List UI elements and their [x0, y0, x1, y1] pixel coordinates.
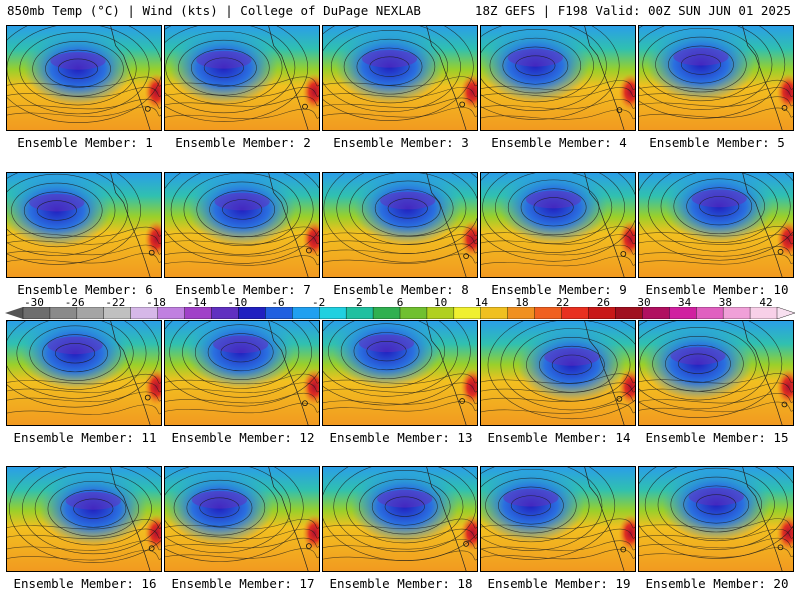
colorbar-tick: 42 [759, 296, 773, 309]
colorbar-tick: -10 [227, 296, 248, 309]
ensemble-map-panel[interactable] [6, 25, 162, 131]
ensemble-member-label: Ensemble Member: 9 [491, 282, 627, 297]
colorbar-tick: -2 [312, 296, 326, 309]
ensemble-member-label: Ensemble Member: 17 [171, 576, 315, 591]
ensemble-member-label: Ensemble Member: 8 [333, 282, 469, 297]
map-title: 850mb Temp (°C) | Wind (kts) | College o… [7, 3, 421, 18]
ensemble-map-panel[interactable] [638, 25, 794, 131]
ensemble-member-label: Ensemble Member: 7 [175, 282, 311, 297]
ensemble-map-panel[interactable] [6, 320, 162, 426]
ensemble-member-label: Ensemble Member: 14 [487, 430, 631, 445]
colorbar-tick: -14 [186, 296, 207, 309]
ensemble-member-label: Ensemble Member: 5 [649, 135, 785, 150]
colorbar-right-arrow [776, 307, 795, 319]
ensemble-member-label: Ensemble Member: 15 [645, 430, 789, 445]
colorbar-tick: 34 [678, 296, 692, 309]
ensemble-map-panel[interactable] [322, 25, 478, 131]
ensemble-map-panel[interactable] [322, 172, 478, 278]
colorbar-tick: -26 [64, 296, 85, 309]
ensemble-map-panel[interactable] [638, 320, 794, 426]
colorbar-tick: 38 [718, 296, 732, 309]
colorbar-tick: 6 [396, 296, 404, 309]
ensemble-member-label: Ensemble Member: 10 [645, 282, 789, 297]
colorbar-tick: 26 [596, 296, 610, 309]
ensemble-map-panel[interactable] [480, 172, 636, 278]
ensemble-map-panel[interactable] [164, 466, 320, 572]
colorbar-segment [399, 307, 428, 319]
colorbar-tick: -22 [105, 296, 126, 309]
ensemble-map-panel[interactable] [322, 466, 478, 572]
colorbar-tick: 14 [474, 296, 488, 309]
ensemble-member-label: Ensemble Member: 2 [175, 135, 311, 150]
ensemble-map-panel[interactable] [6, 466, 162, 572]
ensemble-map-panel[interactable] [480, 466, 636, 572]
model-run-info: 18Z GEFS | F198 Valid: 00Z SUN JUN 01 20… [474, 3, 791, 18]
ensemble-map-panel[interactable] [480, 25, 636, 131]
ensemble-map-panel[interactable] [6, 172, 162, 278]
ensemble-member-label: Ensemble Member: 13 [329, 430, 473, 445]
ensemble-map-panel[interactable] [638, 466, 794, 572]
ensemble-map-panel[interactable] [480, 320, 636, 426]
ensemble-member-label: Ensemble Member: 19 [487, 576, 631, 591]
ensemble-member-label: Ensemble Member: 1 [17, 135, 153, 150]
ensemble-member-label: Ensemble Member: 3 [333, 135, 469, 150]
colorbar-tick: -18 [146, 296, 166, 309]
ensemble-map-panel[interactable] [638, 172, 794, 278]
colorbar-tick: 30 [637, 296, 651, 309]
temperature-colorbar [5, 307, 795, 319]
ensemble-member-label: Ensemble Member: 12 [171, 430, 315, 445]
ensemble-map-panel[interactable] [164, 320, 320, 426]
ensemble-member-label: Ensemble Member: 18 [329, 576, 473, 591]
ensemble-member-label: Ensemble Member: 16 [13, 576, 157, 591]
colorbar-tick: -30 [24, 296, 44, 309]
colorbar-tick: 18 [515, 296, 529, 309]
ensemble-map-panel[interactable] [164, 172, 320, 278]
colorbar-tick: -6 [271, 296, 285, 309]
colorbar-tick: 2 [356, 296, 363, 309]
colorbar-tick: 22 [556, 296, 570, 309]
colorbar-tick: 10 [434, 296, 448, 309]
ensemble-member-label: Ensemble Member: 20 [645, 576, 789, 591]
ensemble-member-label: Ensemble Member: 11 [13, 430, 157, 445]
ensemble-member-label: Ensemble Member: 4 [491, 135, 627, 150]
ensemble-map-panel[interactable] [164, 25, 320, 131]
colorbar-left-arrow [5, 307, 23, 319]
ensemble-member-label: Ensemble Member: 6 [17, 282, 153, 297]
ensemble-map-panel[interactable] [322, 320, 478, 426]
